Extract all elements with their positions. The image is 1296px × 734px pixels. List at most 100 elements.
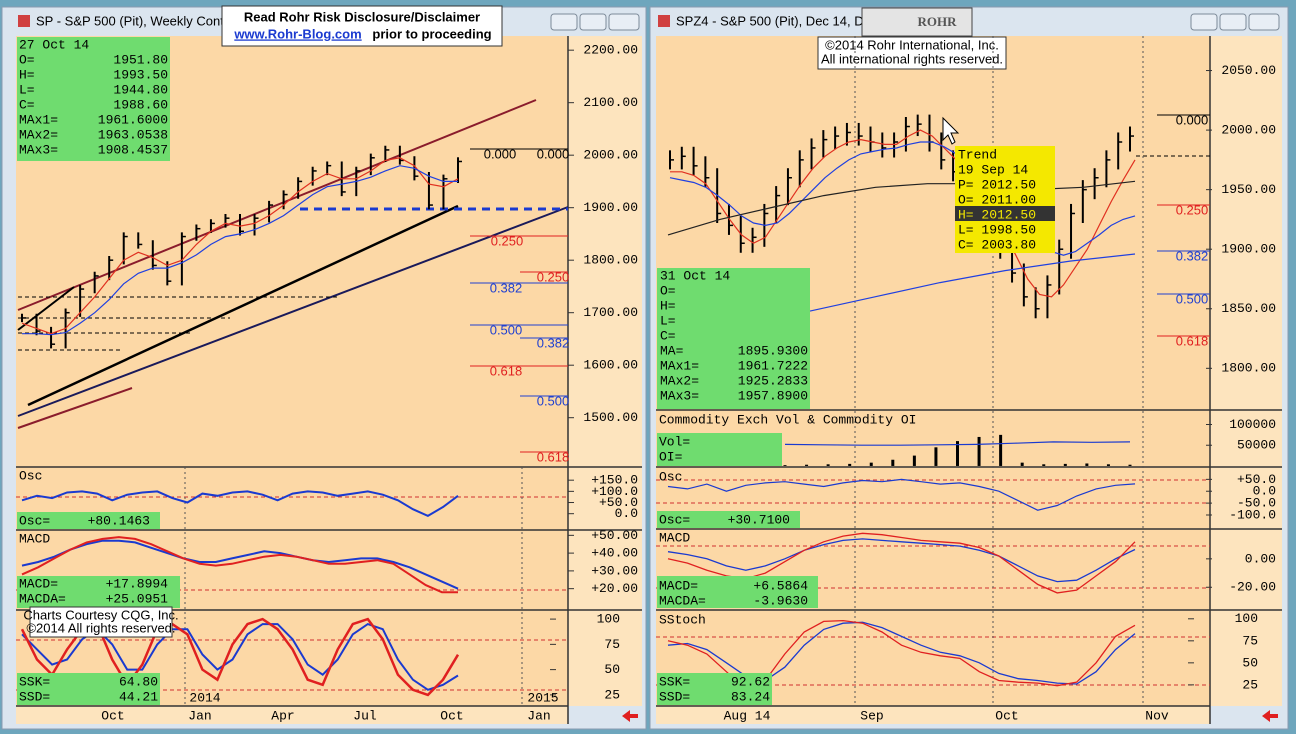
volume-bar xyxy=(1128,464,1132,466)
left-title: SP - S&P 500 (Pit), Weekly Continuati xyxy=(36,13,255,28)
y-tick-label: 1800.00 xyxy=(1221,361,1276,376)
readout-box xyxy=(17,576,180,608)
fib-label: 0.500 xyxy=(1176,291,1209,306)
y-tick-label: 0.0 xyxy=(615,506,638,521)
plots: 2200.00 2100.00 2000.00 1900.00 1800.00 1700.… xyxy=(20,43,1276,702)
label: MA= xyxy=(660,343,684,358)
close-button[interactable] xyxy=(1248,13,1280,31)
app-icon xyxy=(18,15,30,27)
label: SSK= xyxy=(659,674,690,689)
label: 1895.9300 xyxy=(738,343,808,358)
volume-bar xyxy=(934,447,938,466)
volume-bar xyxy=(848,463,852,466)
label: Nov xyxy=(1145,708,1169,723)
label: O= xyxy=(660,283,676,298)
y-tick-label: +50.0 xyxy=(1237,472,1276,487)
series-line xyxy=(784,441,1131,446)
copyright: All international rights reserved. xyxy=(821,51,1003,66)
label: O= 2011.00 xyxy=(958,192,1036,207)
label: +17.8994 xyxy=(106,576,169,591)
fib-label: 0.500 xyxy=(490,322,523,337)
y-tick-label: +20.00 xyxy=(591,581,638,596)
label: L= xyxy=(660,313,676,328)
volume-bar xyxy=(956,441,959,466)
maximize-button[interactable] xyxy=(1219,13,1247,31)
y-tick-label: -100.0 xyxy=(1229,507,1276,522)
series-line xyxy=(21,539,459,590)
label: 1908.4537 xyxy=(98,142,168,157)
readout-box xyxy=(17,512,160,529)
series-line xyxy=(22,165,458,336)
label: 1963.0538 xyxy=(98,127,168,142)
courtesy-box xyxy=(29,606,173,638)
volume-bar xyxy=(977,436,981,466)
label: L= 1998.50 xyxy=(958,222,1036,237)
label: P= 2012.50 xyxy=(958,177,1036,192)
y-tick-label: 1500.00 xyxy=(583,410,638,425)
y-tick-label: +40.00 xyxy=(591,546,638,561)
label: 2015 xyxy=(527,690,558,705)
label: 2014 xyxy=(189,690,220,705)
y-tick-label: +30.00 xyxy=(591,563,638,578)
label: Osc= xyxy=(19,513,50,528)
label: 1957.8900 xyxy=(738,388,808,403)
fib-label: 0.618 xyxy=(537,449,570,464)
right-x-axis xyxy=(656,706,1210,724)
series-line xyxy=(669,141,1136,256)
label: MAx3= xyxy=(19,142,58,157)
volume-bar xyxy=(891,459,895,466)
label: Sep xyxy=(860,708,883,723)
window-buttons[interactable] xyxy=(550,13,1280,31)
fib-label: 0.500 xyxy=(537,393,570,408)
label: Osc xyxy=(19,468,42,483)
fib-label: 0.382 xyxy=(1176,248,1209,263)
volume-bar xyxy=(826,464,830,466)
y-tick-label: +100.0 xyxy=(591,484,638,499)
label: 44.21 xyxy=(119,689,158,704)
disclaimer-text: Read Rohr Risk Disclosure/Disclaimer xyxy=(244,9,480,24)
minimize-button[interactable] xyxy=(550,13,578,31)
maximize-button[interactable] xyxy=(579,13,607,31)
info-box xyxy=(17,37,170,161)
label: Oct xyxy=(101,708,124,723)
right-title: SPZ4 - S&P 500 (Pit), Dec 14, Daily xyxy=(676,13,884,28)
fib-label: 0.250 xyxy=(491,233,524,248)
label: Trend xyxy=(958,147,997,162)
y-tick-label: -50.0 xyxy=(1237,496,1276,511)
label: MAx1= xyxy=(19,112,58,127)
label: H= 2012.50 xyxy=(958,207,1036,222)
minimize-button[interactable] xyxy=(1190,13,1218,31)
disclaimer-link[interactable]: www.Rohr-Blog.com xyxy=(233,26,361,41)
label: +6.5864 xyxy=(753,578,808,593)
disclaimer-box xyxy=(221,5,503,47)
y-tick-label: +50.00 xyxy=(591,528,638,543)
volume-bar xyxy=(805,464,809,466)
y-tick-label: 1850.00 xyxy=(1221,301,1276,316)
label: MAx2= xyxy=(19,127,58,142)
y-tick-label: 25 xyxy=(604,687,620,702)
readout-box xyxy=(657,576,818,608)
y-tick-label: +50.0 xyxy=(599,495,638,510)
tooltip xyxy=(955,146,1055,253)
y-tick-label: 2200.00 xyxy=(583,43,638,58)
readout-box xyxy=(657,673,772,705)
label: 31 Oct 14 xyxy=(660,268,730,283)
volume-bar xyxy=(1063,463,1067,466)
label: Jan xyxy=(188,708,211,723)
y-tick-label: +150.0 xyxy=(591,473,638,488)
label: +80.1463 xyxy=(88,513,150,528)
label: L= xyxy=(19,82,35,97)
y-tick-label: 1900.00 xyxy=(583,200,638,215)
y-tick-label: 2000.00 xyxy=(1221,123,1276,138)
logo-box xyxy=(861,7,973,37)
label: MACD xyxy=(19,531,50,546)
close-button[interactable] xyxy=(608,13,640,31)
label: C= xyxy=(660,328,676,343)
label: SSD= xyxy=(659,689,690,704)
label: SSD= xyxy=(19,689,50,704)
series-line xyxy=(670,129,1136,298)
series-line xyxy=(667,478,1136,511)
fib-label: 0.382 xyxy=(537,335,570,350)
series-line xyxy=(809,253,1136,312)
